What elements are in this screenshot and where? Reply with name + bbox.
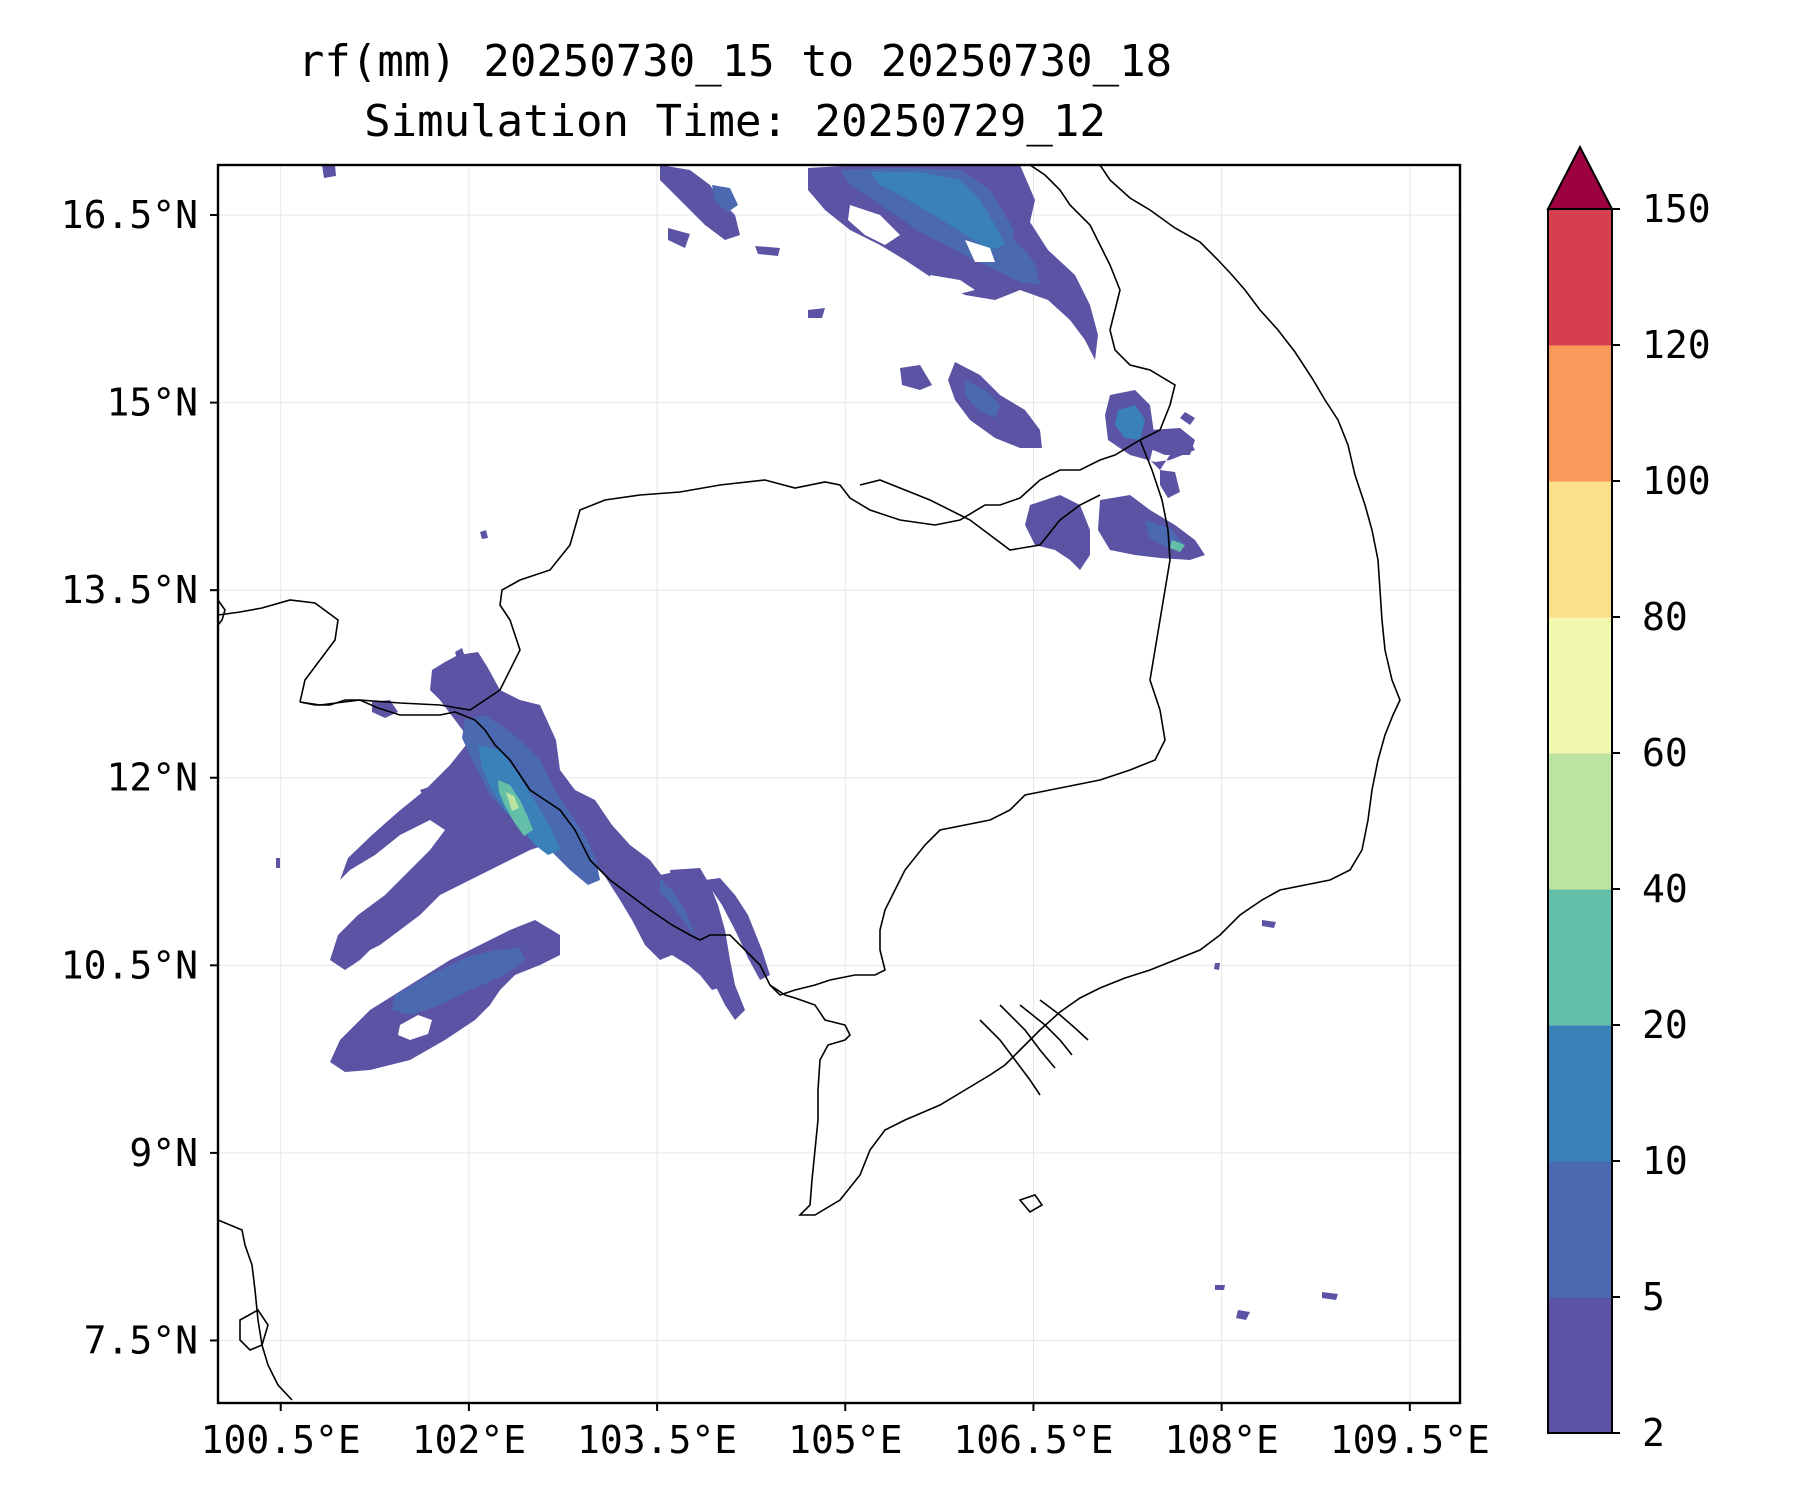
rain-region-ne-band xyxy=(808,165,1098,360)
rain-region-east-dot xyxy=(1180,412,1195,425)
lat-tick-label-3: 12°N xyxy=(106,756,198,800)
colorbar-tick-label-3: 20 xyxy=(1642,1003,1688,1047)
rain-region-ne-hole-1 xyxy=(848,205,900,245)
map-title-line-1: rf(mm) 20250730_15 to 20250730_18 xyxy=(297,36,1173,87)
map-axes-frame xyxy=(216,163,1462,1405)
rain-region-mid-ne-2-inner xyxy=(965,380,1000,418)
border-laos-thailand xyxy=(299,165,1176,711)
rain-region-west-band-max xyxy=(506,792,519,811)
colorbar-tick-label-6: 80 xyxy=(1642,595,1688,639)
rain-region-ne-dot xyxy=(322,165,336,178)
rain-region-small-west-2 xyxy=(420,785,440,802)
rain-region-se-2-core xyxy=(1170,540,1185,552)
colorbar-segment-1 xyxy=(1548,1161,1612,1298)
map-gridlines xyxy=(218,165,1460,1403)
rain-region-ne-line xyxy=(1012,225,1045,265)
rain-region-ne-upper-4 xyxy=(755,246,780,256)
coastline-malay xyxy=(218,1219,293,1401)
colorbar: 2 5 10 20 40 60 80 100 120 150 xyxy=(1546,144,1711,1455)
border-cambodia-vietnam xyxy=(769,439,1171,996)
rain-region-ne-band-core xyxy=(870,172,1005,250)
rain-region-mid-ne xyxy=(900,365,932,390)
colorbar-tick-label-5: 60 xyxy=(1642,731,1688,775)
colorbar-tick-label-0: 2 xyxy=(1642,1411,1665,1455)
colorbar-tick-label-2: 10 xyxy=(1642,1139,1688,1183)
lon-tick-label-1: 102°E xyxy=(412,1418,526,1462)
rain-region-small-nw xyxy=(455,648,466,662)
colorbar-tick-label-4: 40 xyxy=(1642,867,1688,911)
lon-tick-label-0: 100.5°E xyxy=(201,1418,361,1462)
rain-region-east-3 xyxy=(1160,470,1180,498)
colorbar-frame xyxy=(1547,208,1613,1434)
colorbar-segment-8 xyxy=(1548,209,1612,346)
colorbar-segment-6 xyxy=(1548,481,1612,618)
rain-region-ne-upper xyxy=(660,165,740,240)
rain-region-ne-small xyxy=(808,308,825,318)
coastline-gulf-north xyxy=(218,599,226,626)
rain-region-se-1 xyxy=(1025,495,1090,570)
lon-tick-label-5: 108°E xyxy=(1164,1418,1278,1462)
rain-region-ne-upper-2 xyxy=(712,185,738,212)
longitude-ticks: 100.5°E 102°E 103.5°E 105°E 106.5°E 108°E 109.… xyxy=(201,1403,1490,1462)
lon-tick-label-2: 103.5°E xyxy=(577,1418,737,1462)
coastline-islands xyxy=(239,1194,1044,1351)
rain-region-sw-cluster-inner xyxy=(392,948,525,1015)
border-cambodia-laos xyxy=(859,479,1101,551)
rain-region-se-2-inner xyxy=(1145,520,1185,548)
lat-tick-label-2: 10.5°N xyxy=(61,943,198,987)
lon-tick-label-3: 105°E xyxy=(788,1418,902,1462)
rain-region-dot-3 xyxy=(1262,920,1276,928)
lat-tick-label-0: 7.5°N xyxy=(84,1318,198,1362)
rain-region-east-2 xyxy=(1148,428,1195,455)
rain-region-dot-7 xyxy=(1322,1292,1338,1300)
colorbar-segment-7 xyxy=(1548,345,1612,482)
rain-region-ne-hole-2 xyxy=(930,275,975,295)
rain-region-small-west xyxy=(372,700,398,718)
coastline-indochina xyxy=(299,165,1401,1216)
colorbar-tick-label-9: 150 xyxy=(1642,187,1711,231)
map-title-line-2: Simulation Time: 20250729_12 xyxy=(364,96,1106,147)
lon-tick-label-4: 106.5°E xyxy=(953,1418,1113,1462)
lat-tick-label-6: 16.5°N xyxy=(61,193,198,237)
rain-region-ne-upper-3 xyxy=(668,228,690,248)
rain-region-ne-east xyxy=(1055,268,1078,305)
colorbar-tick-label-7: 100 xyxy=(1642,459,1711,503)
colorbar-tick-label-1: 5 xyxy=(1642,1275,1665,1319)
rain-region-dot-2 xyxy=(276,858,280,868)
rain-region-kampot xyxy=(670,868,745,1020)
rain-region-coast-east xyxy=(705,878,770,980)
rain-region-dot-1 xyxy=(480,530,488,539)
delta-rivers xyxy=(979,999,1089,1096)
colorbar-segment-2 xyxy=(1548,1025,1612,1162)
colorbar-tick-label-8: 120 xyxy=(1642,323,1711,367)
rain-region-ne-hole-3 xyxy=(965,240,995,262)
lat-tick-label-1: 9°N xyxy=(129,1131,198,1175)
rain-region-dot-4 xyxy=(1214,963,1220,970)
rain-region-dot-6 xyxy=(1236,1310,1250,1320)
colorbar-segment-4 xyxy=(1548,753,1612,890)
colorbar-segment-3 xyxy=(1548,889,1612,1026)
lon-tick-label-6: 109.5°E xyxy=(1330,1418,1490,1462)
rain-region-east-1-inner xyxy=(1115,405,1145,440)
latitude-ticks: 7.5°N 9°N 10.5°N 12°N 13.5°N 15°N 16.5°N xyxy=(61,193,218,1362)
colorbar-segment-0 xyxy=(1548,1297,1612,1434)
colorbar-segment-5 xyxy=(1548,617,1612,754)
lat-tick-label-5: 15°N xyxy=(106,381,198,425)
border-thai-cambodia xyxy=(218,599,339,703)
lat-tick-label-4: 13.5°N xyxy=(61,568,198,612)
coastlines-and-borders xyxy=(218,165,1401,1401)
colorbar-extend-max xyxy=(1546,144,1614,210)
rain-region-dot-5 xyxy=(1215,1285,1225,1290)
rainfall-contours xyxy=(276,165,1338,1320)
rain-region-sw-hole xyxy=(398,1015,432,1040)
